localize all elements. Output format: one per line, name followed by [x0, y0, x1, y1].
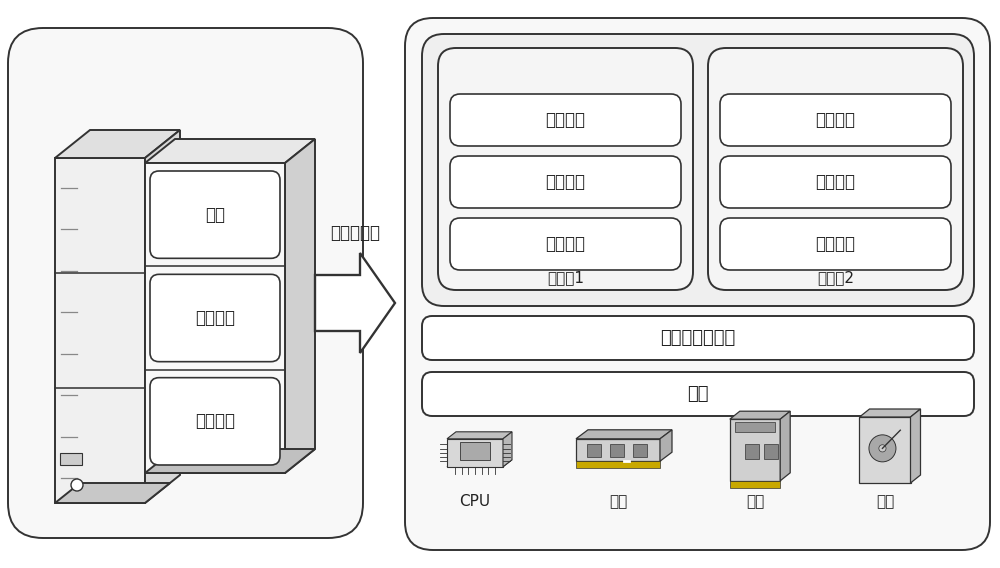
FancyBboxPatch shape	[422, 372, 974, 416]
Text: 应用程序: 应用程序	[545, 235, 585, 253]
Polygon shape	[55, 158, 145, 503]
Polygon shape	[859, 417, 910, 483]
FancyBboxPatch shape	[422, 34, 974, 306]
Polygon shape	[780, 411, 790, 481]
Text: 虚拟机1: 虚拟机1	[547, 270, 584, 286]
FancyBboxPatch shape	[450, 218, 681, 270]
Text: 操作系统: 操作系统	[816, 173, 856, 191]
Polygon shape	[576, 430, 672, 439]
Text: 虚拟机2: 虚拟机2	[817, 270, 854, 286]
Polygon shape	[55, 483, 170, 503]
FancyBboxPatch shape	[720, 94, 951, 146]
Text: CPU: CPU	[459, 495, 491, 509]
FancyBboxPatch shape	[450, 94, 681, 146]
Text: 硬件: 硬件	[205, 206, 225, 224]
Text: 硬件: 硬件	[687, 385, 709, 403]
FancyBboxPatch shape	[150, 171, 280, 258]
Polygon shape	[447, 432, 512, 439]
FancyBboxPatch shape	[735, 422, 775, 432]
FancyBboxPatch shape	[460, 442, 490, 460]
Text: 应用程序: 应用程序	[195, 412, 235, 431]
Text: 网卡: 网卡	[746, 495, 764, 509]
Circle shape	[879, 445, 886, 452]
FancyBboxPatch shape	[730, 481, 780, 488]
Text: 操作系统: 操作系统	[545, 173, 585, 191]
FancyBboxPatch shape	[610, 444, 624, 457]
Polygon shape	[315, 253, 395, 353]
Polygon shape	[447, 439, 503, 467]
Text: 宿主机操作系统: 宿主机操作系统	[660, 329, 736, 347]
Polygon shape	[145, 130, 180, 503]
Text: 虚拟硬件: 虚拟硬件	[545, 111, 585, 129]
FancyBboxPatch shape	[405, 18, 990, 550]
Text: 磁盘: 磁盘	[876, 495, 894, 509]
Bar	[60, 453, 82, 465]
FancyBboxPatch shape	[708, 48, 963, 290]
Polygon shape	[145, 449, 315, 473]
FancyBboxPatch shape	[633, 444, 647, 457]
Polygon shape	[730, 419, 780, 481]
FancyBboxPatch shape	[438, 48, 693, 290]
FancyBboxPatch shape	[745, 444, 759, 460]
FancyBboxPatch shape	[8, 28, 363, 538]
Polygon shape	[730, 411, 790, 419]
Text: 部署虚拟机: 部署虚拟机	[330, 224, 380, 242]
Polygon shape	[859, 409, 920, 417]
FancyBboxPatch shape	[764, 444, 778, 460]
Circle shape	[71, 479, 83, 491]
FancyBboxPatch shape	[422, 316, 974, 360]
FancyBboxPatch shape	[150, 378, 280, 465]
Polygon shape	[285, 139, 315, 473]
FancyBboxPatch shape	[720, 218, 951, 270]
FancyBboxPatch shape	[576, 461, 660, 468]
Polygon shape	[55, 130, 180, 158]
Text: 应用程序: 应用程序	[816, 235, 856, 253]
Polygon shape	[910, 409, 920, 483]
Circle shape	[869, 435, 896, 462]
Polygon shape	[145, 139, 315, 163]
Text: 操作系统: 操作系统	[195, 309, 235, 327]
Text: 内存: 内存	[609, 495, 627, 509]
Polygon shape	[576, 439, 660, 461]
FancyBboxPatch shape	[450, 156, 681, 208]
Polygon shape	[145, 163, 285, 473]
FancyBboxPatch shape	[150, 274, 280, 362]
Polygon shape	[503, 432, 512, 467]
FancyBboxPatch shape	[587, 444, 601, 457]
Text: 虚拟硬件: 虚拟硬件	[816, 111, 856, 129]
FancyBboxPatch shape	[720, 156, 951, 208]
Polygon shape	[447, 460, 512, 467]
Polygon shape	[660, 430, 672, 461]
